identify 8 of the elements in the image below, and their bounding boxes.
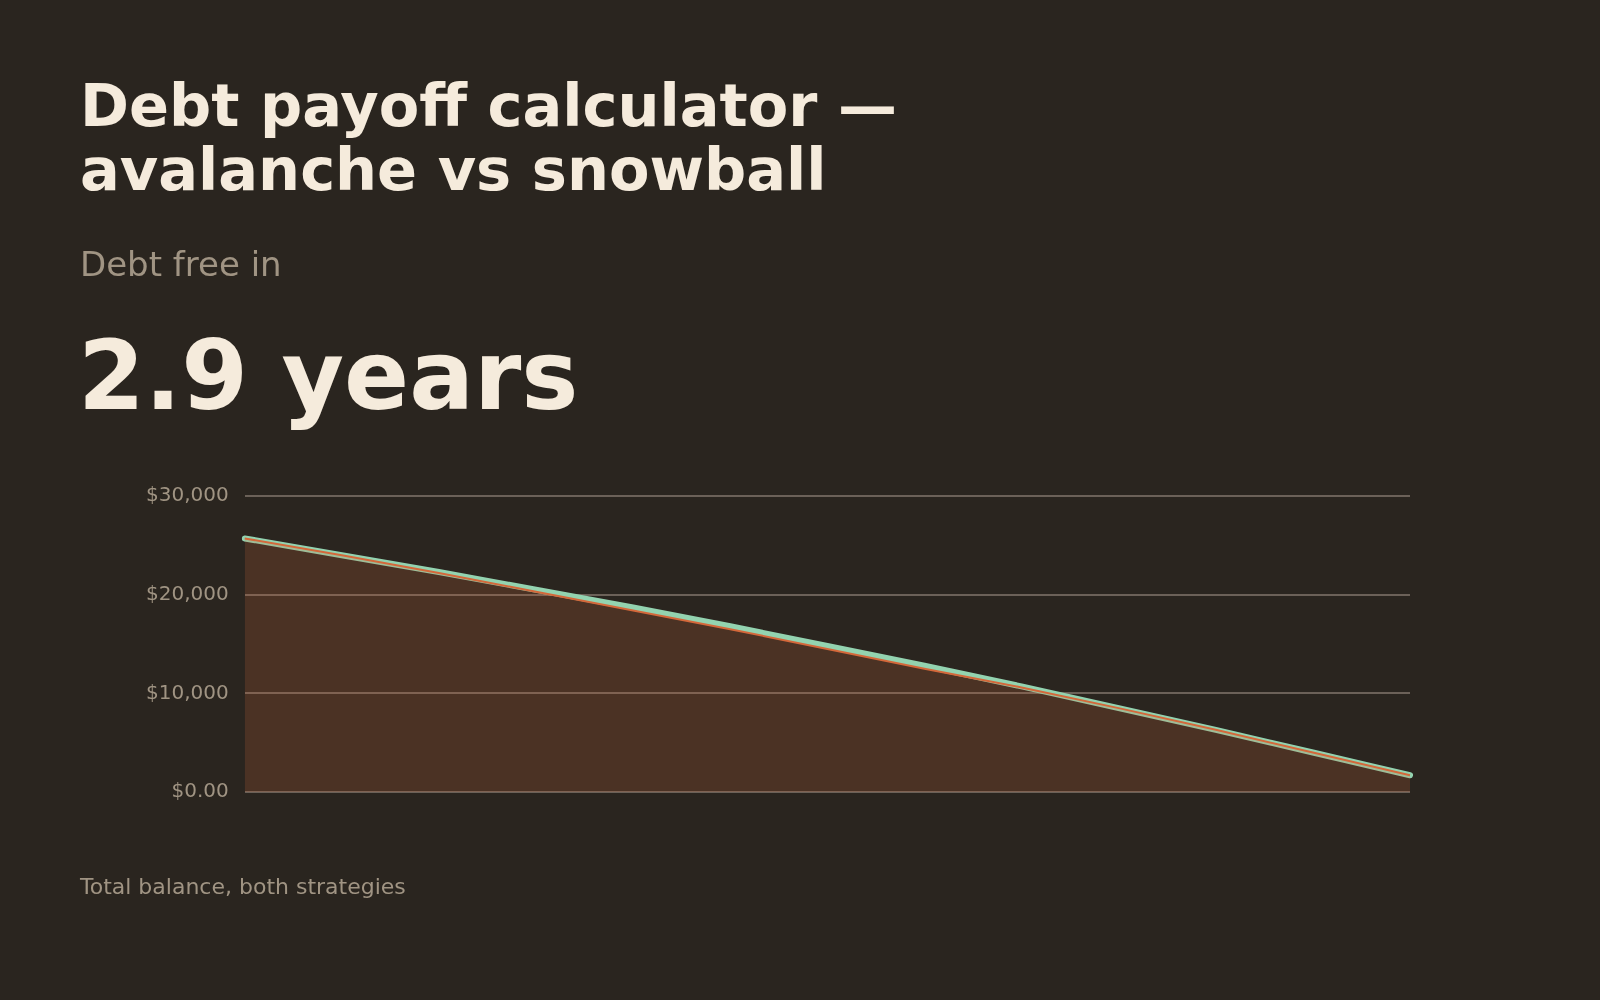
chart-subtitle: Debt free in (80, 244, 282, 284)
y-tick-label: $10,000 (145, 679, 229, 704)
y-tick-label: $30,000 (145, 482, 229, 507)
y-tick-label: $20,000 (145, 580, 229, 605)
y-tick-label: $0.00 (171, 778, 229, 803)
text: 2.9 years (78, 320, 579, 432)
chart-title: Debt payoff calculator — avalanche vs snowball (80, 71, 898, 204)
text: Total balance, both strategies (80, 874, 406, 899)
